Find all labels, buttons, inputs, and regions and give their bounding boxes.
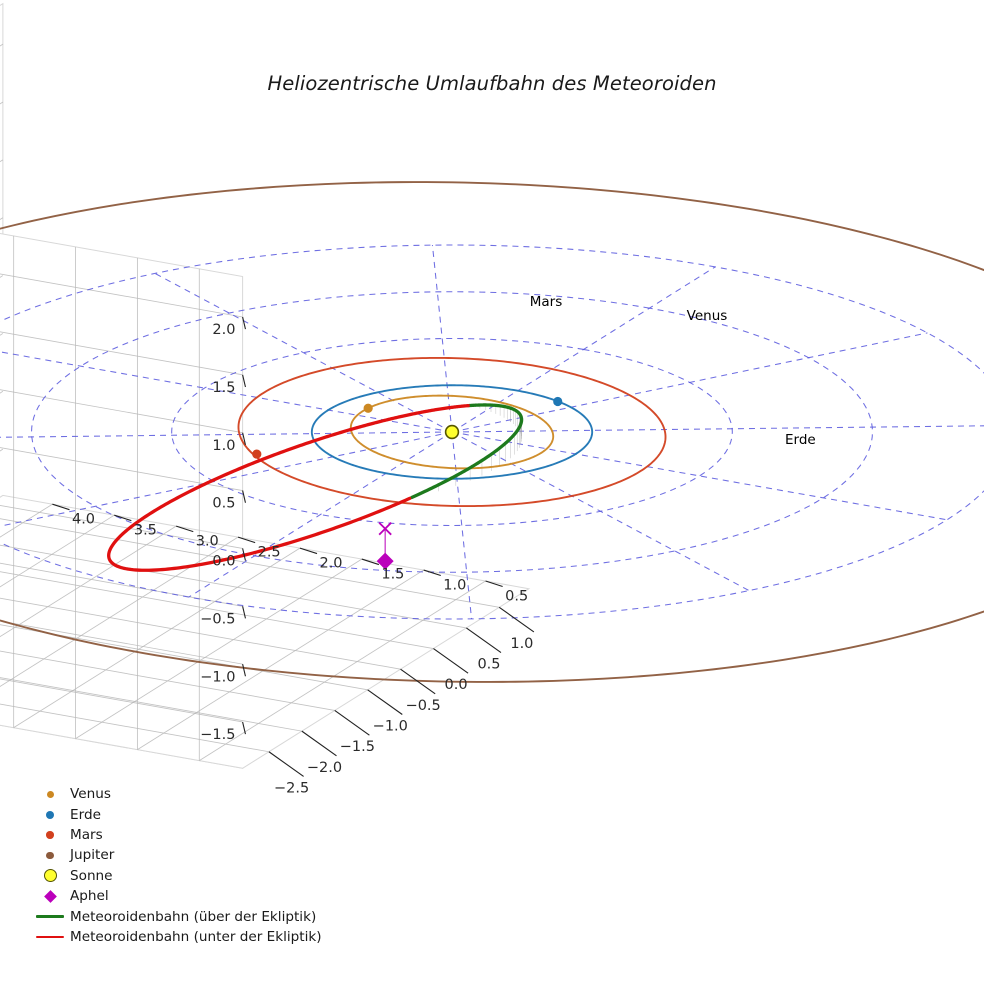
marker-sonne <box>444 424 460 440</box>
xtick-label: −1.5 <box>340 739 375 755</box>
ytick-label: 1.0 <box>443 578 466 594</box>
body-markers <box>252 396 563 570</box>
ytick-label: 3.5 <box>134 523 157 539</box>
legend-item-jupiter[interactable]: Jupiter <box>30 845 370 865</box>
legend-marker-dot-icon <box>30 869 70 883</box>
legend-marker-dot-icon <box>30 810 70 819</box>
ztick-label: −1.0 <box>200 669 235 685</box>
annotation-erde: Erde <box>785 432 816 448</box>
axis-tick-labels: −2.5−2.0−1.5−1.0−0.50.00.51.00.51.01.52.… <box>72 322 533 796</box>
marker-mars <box>252 449 262 459</box>
planet-orbits <box>0 181 984 683</box>
xtick-label: −2.5 <box>274 780 309 796</box>
annotation-mars: Mars <box>530 294 563 310</box>
ytick-label: 1.5 <box>381 567 404 583</box>
legend-marker-dot-icon <box>30 790 70 798</box>
ytick-label: 4.0 <box>72 512 95 528</box>
ytick-label: 0.5 <box>505 588 528 604</box>
legend-marker-line-icon <box>30 915 70 918</box>
legend-item-meteoroidenbahn[interactable]: Meteoroidenbahn (unter der Ekliptik) <box>30 927 370 947</box>
ytick-label: 2.0 <box>319 556 342 572</box>
legend-item-erde[interactable]: Erde <box>30 804 370 824</box>
marker-venus <box>363 403 373 413</box>
chart-title: Heliozentrische Umlaufbahn des Meteoroid… <box>267 72 717 95</box>
legend-label: Aphel <box>70 888 109 905</box>
xtick-label: 0.5 <box>477 657 500 673</box>
ytick-label: 2.5 <box>258 545 281 561</box>
legend-label: Jupiter <box>70 847 115 864</box>
legend-label: Erde <box>70 806 101 823</box>
xtick-label: 1.0 <box>510 636 533 652</box>
xtick-label: −0.5 <box>406 698 441 714</box>
legend-item-sonne[interactable]: Sonne <box>30 866 370 886</box>
ztick-label: 2.0 <box>212 322 235 338</box>
xtick-label: 0.0 <box>445 677 468 693</box>
xtick-label: −2.0 <box>307 760 342 776</box>
legend-label: Meteoroidenbahn (über der Ekliptik) <box>70 908 317 925</box>
ztick-label: 1.0 <box>212 438 235 454</box>
legend-marker-dot-icon <box>30 851 70 860</box>
ztick-label: 0.0 <box>212 554 235 570</box>
legend: Venus Erde Mars Jupiter Sonne Aphel Meteoroide… <box>30 784 370 947</box>
ztick-label: 1.5 <box>212 380 235 396</box>
marker-erde <box>553 396 563 407</box>
ztick-label: −0.5 <box>200 611 235 627</box>
legend-marker-dot-icon <box>30 831 70 839</box>
axis-ticks <box>52 316 535 777</box>
legend-label: Meteoroidenbahn (unter der Ekliptik) <box>70 928 322 945</box>
legend-marker-line-icon <box>30 935 70 939</box>
legend-item-meteoroidenbahn[interactable]: Meteoroidenbahn (über der Ekliptik) <box>30 906 370 926</box>
legend-marker-diamond-icon <box>30 889 70 903</box>
body-annotations: Mars Venus Erde <box>530 294 816 448</box>
legend-label: Sonne <box>70 867 113 884</box>
legend-item-venus[interactable]: Venus <box>30 784 370 804</box>
ytick-label: 3.0 <box>196 534 219 550</box>
ztick-label: 0.5 <box>212 496 235 512</box>
xtick-label: −1.0 <box>373 718 408 734</box>
annotation-venus: Venus <box>687 308 728 324</box>
legend-label: Mars <box>70 826 103 843</box>
legend-item-aphel[interactable]: Aphel <box>30 886 370 906</box>
marker-aphel <box>376 552 394 570</box>
legend-label: Venus <box>70 786 111 803</box>
ztick-label: −1.5 <box>200 727 235 743</box>
meteoroid-orbit <box>107 403 524 572</box>
legend-item-mars[interactable]: Mars <box>30 825 370 845</box>
